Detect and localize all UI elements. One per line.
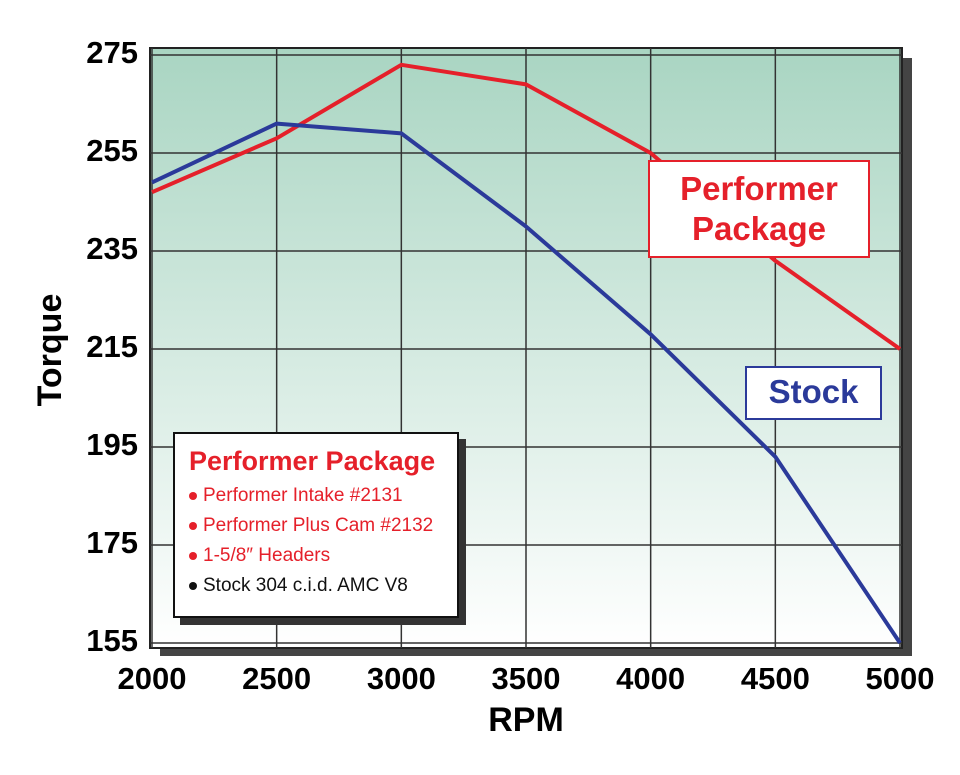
legend-item: 1-5/8″ Headers bbox=[189, 541, 443, 571]
legend-item: Performer Plus Cam #2132 bbox=[189, 511, 443, 541]
legend-bullet bbox=[189, 551, 197, 560]
y-tick-label: 215 bbox=[86, 329, 138, 364]
y-tick-label: 255 bbox=[86, 133, 138, 168]
x-tick-label: 2000 bbox=[118, 661, 187, 696]
x-tick-label: 5000 bbox=[866, 661, 935, 696]
y-axis-title: Torque bbox=[31, 294, 69, 407]
y-tick-label: 195 bbox=[86, 427, 138, 462]
y-tick-label: 175 bbox=[86, 525, 138, 560]
series-label: Stock bbox=[745, 366, 882, 420]
x-axis-title: RPM bbox=[488, 701, 564, 739]
legend-text: Performer Intake #2131 bbox=[203, 485, 403, 506]
legend: Performer Package Performer Intake #2131… bbox=[173, 432, 459, 618]
legend-item: Performer Intake #2131 bbox=[189, 481, 443, 511]
x-tick-label: 2500 bbox=[242, 661, 311, 696]
legend-bullet bbox=[189, 581, 197, 590]
y-tick-label: 155 bbox=[86, 623, 138, 658]
x-tick-label: 4000 bbox=[616, 661, 685, 696]
series-line bbox=[151, 62, 902, 351]
x-tick-label: 3500 bbox=[492, 661, 561, 696]
legend-bullet bbox=[189, 491, 197, 500]
y-tick-label: 235 bbox=[86, 231, 138, 266]
series-label: Performer Package bbox=[648, 160, 870, 258]
x-tick-label: 3000 bbox=[367, 661, 436, 696]
legend-text: 1-5/8″ Headers bbox=[203, 545, 331, 566]
legend-bullet bbox=[189, 521, 197, 530]
legend-text: Stock 304 c.i.d. AMC V8 bbox=[203, 575, 408, 596]
series-line bbox=[151, 121, 902, 645]
legend-text: Performer Plus Cam #2132 bbox=[203, 515, 434, 536]
x-tick-label: 4500 bbox=[741, 661, 810, 696]
legend-item: Stock 304 c.i.d. AMC V8 bbox=[189, 571, 443, 601]
legend-title: Performer Package bbox=[189, 446, 436, 476]
y-tick-label: 275 bbox=[86, 35, 138, 70]
